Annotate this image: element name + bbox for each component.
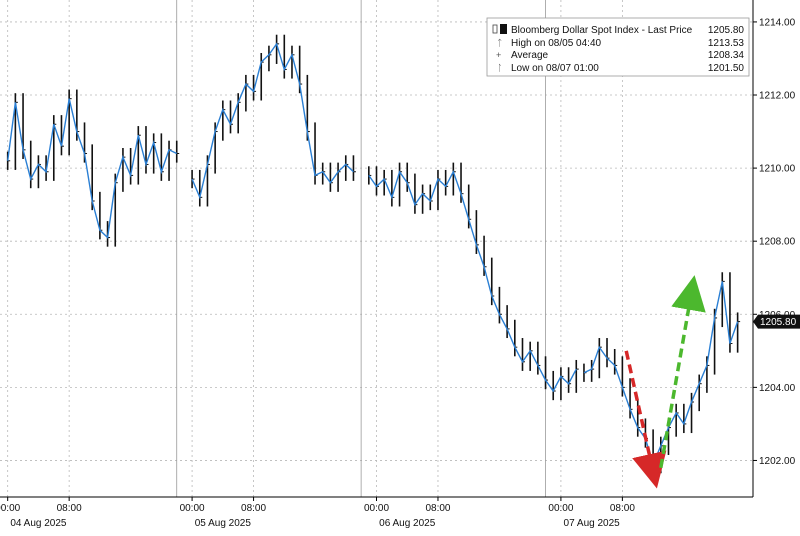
series-segment xyxy=(191,34,356,207)
close-price-line xyxy=(583,281,739,467)
legend-row-high-label: High on 08/05 04:40 xyxy=(511,38,602,49)
legend-row-low-label: Low on 08/07 01:00 xyxy=(511,63,599,74)
x-date-label: 05 Aug 2025 xyxy=(195,518,252,529)
legend-row-high-value: 1213.53 xyxy=(708,38,745,49)
y-tick-label: 1202.00 xyxy=(759,456,796,467)
y-tick-label: 1214.00 xyxy=(759,17,796,28)
vertical-gridlines xyxy=(7,0,623,497)
legend-row-low-value: 1201.50 xyxy=(708,63,745,74)
y-tick-label: 1204.00 xyxy=(759,383,796,394)
x-tick-label: 00:00 xyxy=(548,503,573,514)
close-price-line xyxy=(368,170,577,393)
x-date-label: 07 Aug 2025 xyxy=(564,518,621,529)
x-tick-label: 08:00 xyxy=(57,503,82,514)
x-tick-label: 00:00 xyxy=(364,503,389,514)
last-price-box xyxy=(753,314,800,329)
close-price-line xyxy=(191,42,354,200)
legend: Bloomberg Dollar Spot Index - Last Price… xyxy=(486,17,750,77)
legend-candle-icon xyxy=(492,24,498,34)
price-series xyxy=(6,34,741,474)
down-trend-arrow xyxy=(624,350,667,489)
legend-row-average-value: 1208.34 xyxy=(708,50,745,61)
x-axis-ticks: 00:00 08:00 00:00 08:00 00:00 08:00 00:00 08:00… xyxy=(0,497,635,529)
legend-title-value: 1205.80 xyxy=(708,25,745,36)
up-trend-arrow xyxy=(659,275,706,469)
legend-title: Bloomberg Dollar Spot Index - Last Price xyxy=(511,25,693,36)
legend-box xyxy=(486,17,750,77)
y-tick-label: 1210.00 xyxy=(759,164,796,175)
y-axis-ticks: 1202.001204.001206.001208.001210.001212.… xyxy=(753,17,796,467)
x-tick-label: 00:00 xyxy=(0,503,21,514)
close-price-line xyxy=(7,98,178,239)
y-tick-label: 1212.00 xyxy=(759,91,796,102)
x-date-label: 06 Aug 2025 xyxy=(379,518,436,529)
plot-area xyxy=(0,0,753,497)
series-segment xyxy=(368,162,579,401)
low-marker-icon: ᛚ xyxy=(497,63,502,73)
annotation-arrows xyxy=(624,275,706,489)
x-tick-label: 08:00 xyxy=(425,503,450,514)
average-marker-icon: + xyxy=(496,50,501,60)
x-tick-label: 08:00 xyxy=(610,503,635,514)
x-date-label: 04 Aug 2025 xyxy=(10,518,67,529)
legend-swatch-icon xyxy=(500,24,507,34)
legend-row-average-label: Average xyxy=(511,50,549,61)
y-tick-label: 1208.00 xyxy=(759,237,796,248)
x-tick-label: 00:00 xyxy=(180,503,205,514)
high-marker-icon: ᛏ xyxy=(497,38,502,48)
series-segment xyxy=(6,89,180,247)
last-price-label: 1205.80 xyxy=(760,317,797,328)
x-tick-label: 08:00 xyxy=(241,503,266,514)
last-price-marker: 1205.80 xyxy=(753,314,800,329)
